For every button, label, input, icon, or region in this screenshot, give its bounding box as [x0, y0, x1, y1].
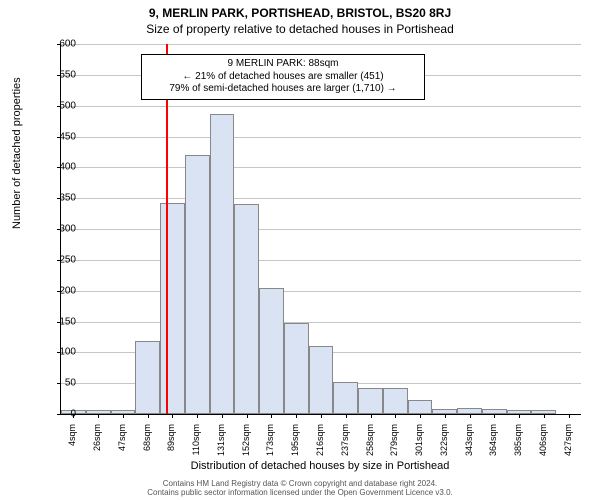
x-tick-label: 427sqm [563, 424, 573, 474]
histogram-bar [185, 155, 210, 414]
x-tick-label: 406sqm [538, 424, 548, 474]
histogram-bar [383, 388, 408, 414]
x-tick-label: 131sqm [216, 424, 226, 474]
histogram-bar [408, 400, 433, 414]
annotation-line3: 79% of semi-detached houses are larger (… [148, 83, 418, 96]
histogram-bar [234, 204, 259, 414]
x-tick-mark [470, 414, 471, 418]
y-tick-label: 550 [44, 69, 76, 80]
y-gridline [61, 167, 581, 168]
annotation-line2: ← 21% of detached houses are smaller (45… [148, 71, 418, 84]
y-gridline [61, 291, 581, 292]
x-tick-label: 110sqm [191, 424, 201, 474]
x-tick-label: 258sqm [365, 424, 375, 474]
plot-area: 9 MERLIN PARK: 88sqm ← 21% of detached h… [60, 44, 581, 415]
y-gridline [61, 260, 581, 261]
footer-line1: Contains HM Land Registry data © Crown c… [0, 479, 600, 489]
x-tick-mark [148, 414, 149, 418]
histogram-bar [284, 323, 309, 414]
y-gridline [61, 322, 581, 323]
x-tick-mark [544, 414, 545, 418]
x-tick-mark [569, 414, 570, 418]
page-title: 9, MERLIN PARK, PORTISHEAD, BRISTOL, BS2… [0, 0, 600, 20]
y-tick-label: 100 [44, 347, 76, 358]
y-tick-label: 350 [44, 193, 76, 204]
y-gridline [61, 229, 581, 230]
x-tick-label: 301sqm [414, 424, 424, 474]
x-tick-label: 173sqm [265, 424, 275, 474]
histogram-bar [135, 341, 160, 414]
y-tick-label: 450 [44, 131, 76, 142]
x-tick-mark [494, 414, 495, 418]
x-tick-mark [519, 414, 520, 418]
histogram-bar [333, 382, 358, 414]
x-tick-mark [371, 414, 372, 418]
annotation-line1: 9 MERLIN PARK: 88sqm [148, 58, 418, 71]
x-tick-label: 89sqm [166, 424, 176, 474]
y-tick-label: 500 [44, 100, 76, 111]
histogram-bar [210, 114, 235, 414]
x-tick-mark [321, 414, 322, 418]
y-gridline [61, 106, 581, 107]
x-tick-mark [296, 414, 297, 418]
x-tick-mark [445, 414, 446, 418]
x-tick-label: 322sqm [439, 424, 449, 474]
y-gridline [61, 137, 581, 138]
x-tick-label: 68sqm [142, 424, 152, 474]
footer-line2: Contains public sector information licen… [0, 488, 600, 498]
y-tick-label: 250 [44, 254, 76, 265]
x-tick-label: 47sqm [117, 424, 127, 474]
y-gridline [61, 44, 581, 45]
x-tick-label: 237sqm [340, 424, 350, 474]
x-tick-mark [123, 414, 124, 418]
y-tick-label: 0 [44, 409, 76, 420]
histogram-bar [259, 288, 284, 414]
histogram-bar [309, 346, 334, 414]
x-tick-label: 385sqm [513, 424, 523, 474]
x-tick-label: 216sqm [315, 424, 325, 474]
x-tick-label: 26sqm [92, 424, 102, 474]
footer: Contains HM Land Registry data © Crown c… [0, 479, 600, 498]
y-tick-label: 300 [44, 224, 76, 235]
y-gridline [61, 198, 581, 199]
x-tick-mark [98, 414, 99, 418]
x-tick-label: 364sqm [488, 424, 498, 474]
annotation-box: 9 MERLIN PARK: 88sqm ← 21% of detached h… [141, 54, 425, 100]
x-tick-label: 279sqm [389, 424, 399, 474]
x-tick-mark [420, 414, 421, 418]
x-tick-mark [395, 414, 396, 418]
x-tick-mark [346, 414, 347, 418]
subject-marker-line [166, 44, 168, 414]
x-tick-label: 152sqm [241, 424, 251, 474]
x-tick-mark [247, 414, 248, 418]
y-tick-label: 150 [44, 316, 76, 327]
histogram-bar [160, 203, 185, 414]
y-tick-label: 600 [44, 39, 76, 50]
x-tick-mark [222, 414, 223, 418]
histogram-bar [358, 388, 383, 414]
x-tick-label: 343sqm [464, 424, 474, 474]
y-axis-label: Number of detached properties [11, 77, 23, 229]
x-tick-mark [271, 414, 272, 418]
chart-container: 9, MERLIN PARK, PORTISHEAD, BRISTOL, BS2… [0, 0, 600, 500]
y-tick-label: 400 [44, 162, 76, 173]
x-tick-mark [197, 414, 198, 418]
x-tick-label: 195sqm [290, 424, 300, 474]
y-tick-label: 50 [44, 378, 76, 389]
page-subtitle: Size of property relative to detached ho… [0, 20, 600, 36]
y-tick-label: 200 [44, 285, 76, 296]
x-tick-mark [172, 414, 173, 418]
x-tick-label: 4sqm [67, 424, 77, 474]
